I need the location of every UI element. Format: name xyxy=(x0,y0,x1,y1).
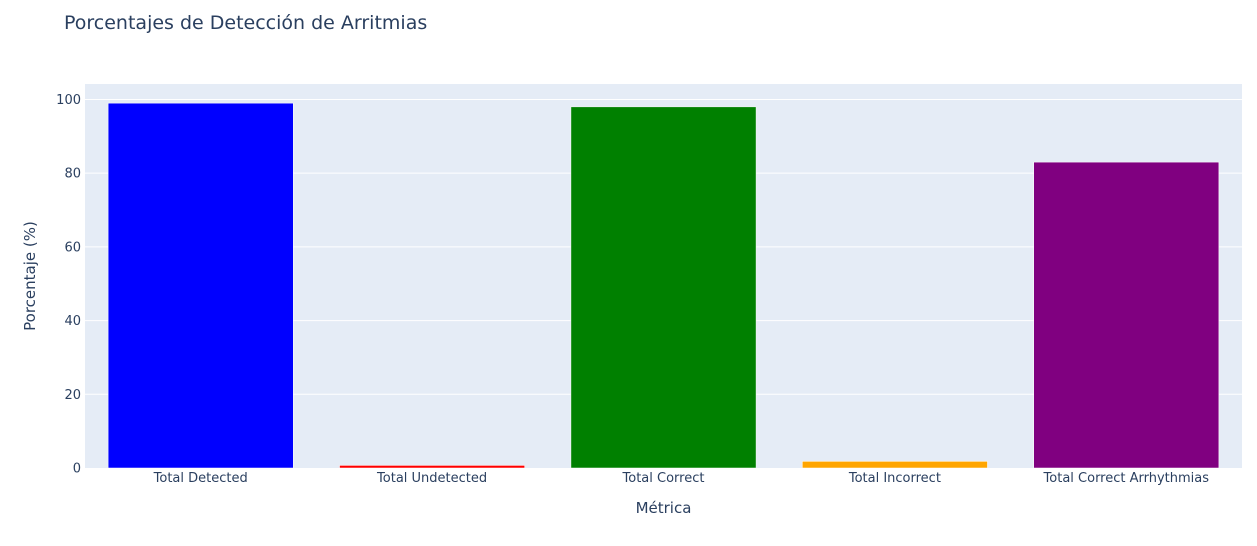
y-tick-labels: 0 20 40 60 80 100 xyxy=(56,93,81,477)
x-tick-label: Total Correct Arrhythmias xyxy=(1043,471,1210,486)
x-axis-title: Métrica xyxy=(636,499,692,517)
x-tick-labels: Total Detected Total Undetected Total Corr… xyxy=(153,471,1210,486)
bars-group xyxy=(107,102,1220,469)
y-tick-label: 100 xyxy=(56,93,81,108)
y-axis-title: Porcentaje (%) xyxy=(21,221,39,331)
x-tick-label: Total Incorrect xyxy=(848,471,941,486)
y-tick-label: 20 xyxy=(64,388,81,403)
bar-total-undetected[interactable] xyxy=(339,465,525,469)
y-tick-label: 0 xyxy=(73,462,81,477)
x-tick-label: Total Undetected xyxy=(376,471,487,486)
y-tick-label: 40 xyxy=(64,314,81,329)
y-tick-label: 80 xyxy=(64,167,81,182)
bar-total-correct-arrhythmias[interactable] xyxy=(1033,161,1220,469)
x-tick-label: Total Detected xyxy=(153,471,248,486)
y-tick-label: 60 xyxy=(64,240,81,255)
chart-title: Porcentajes de Detección de Arritmias xyxy=(64,12,427,34)
x-tick-label: Total Correct xyxy=(622,471,705,486)
bar-total-correct[interactable] xyxy=(570,106,757,469)
bar-total-incorrect[interactable] xyxy=(802,461,988,469)
bar-total-detected[interactable] xyxy=(107,102,294,469)
